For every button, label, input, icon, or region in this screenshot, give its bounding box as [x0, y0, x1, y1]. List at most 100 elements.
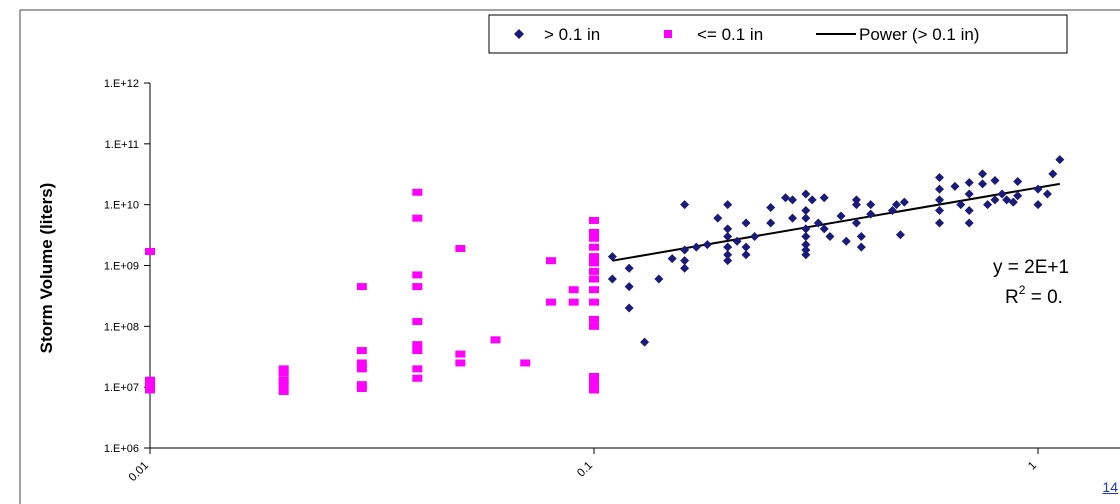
legend: > 0.1 in <= 0.1 in Power (> 0.1 in)	[488, 14, 1068, 54]
r2-suffix: = 0.	[1025, 287, 1063, 308]
data-point-gt-0-1-in	[607, 274, 617, 284]
data-point-gt-0-1-in	[713, 213, 723, 223]
data-point-le-0-1-in	[278, 365, 289, 373]
trendline-layer	[612, 182, 1061, 262]
data-point-gt-0-1-in	[1013, 191, 1023, 201]
y-axis-ticks: 1.E+06 1.E+07 1.E+08 1.E+09 1.E+10 1.E+11 1.E+…	[104, 78, 150, 455]
data-point-gt-0-1-in	[964, 189, 974, 199]
data-point-le-0-1-in	[589, 243, 599, 251]
data-point-gt-0-1-in	[934, 206, 944, 216]
data-point-le-0-1-in	[589, 298, 599, 306]
page-number-link[interactable]: 14	[1102, 479, 1118, 495]
data-point-gt-0-1-in	[856, 231, 866, 241]
trendline-r2: R2 = 0.	[1005, 283, 1063, 308]
data-point-gt-0-1-in	[1033, 200, 1043, 210]
legend-label-power: Power (> 0.1 in)	[859, 25, 979, 44]
data-point-gt-0-1-in	[680, 200, 690, 210]
data-point-gt-0-1-in	[851, 195, 861, 205]
data-point-gt-0-1-in	[723, 242, 733, 252]
data-point-gt-0-1-in	[801, 231, 811, 241]
data-point-gt-0-1-in	[934, 184, 944, 194]
data-point-le-0-1-in	[412, 347, 423, 355]
data-point-gt-0-1-in	[680, 263, 690, 273]
x-tick-label: 0.01	[127, 460, 151, 484]
data-point-gt-0-1-in	[723, 256, 733, 266]
data-point-gt-0-1-in	[866, 200, 876, 210]
data-point-gt-0-1-in	[781, 193, 791, 203]
x-tick-label: 1	[1026, 460, 1039, 473]
data-point-le-0-1-in	[455, 359, 466, 367]
data-point-gt-0-1-in	[807, 195, 817, 205]
data-point-le-0-1-in	[589, 386, 599, 394]
data-point-le-0-1-in	[412, 188, 423, 196]
data-point-gt-0-1-in	[819, 193, 829, 203]
data-point-gt-0-1-in	[624, 282, 634, 292]
y-tick-label: 1.E+08	[104, 321, 139, 333]
legend-label-le: <= 0.1 in	[697, 25, 763, 44]
legend-square-marker	[664, 30, 672, 38]
data-point-gt-0-1-in	[851, 218, 861, 228]
data-point-gt-0-1-in	[851, 200, 861, 210]
data-point-le-0-1-in	[589, 322, 599, 330]
data-point-gt-0-1-in	[819, 224, 829, 234]
data-point-gt-0-1-in	[624, 303, 634, 313]
data-point-gt-0-1-in	[899, 197, 909, 207]
y-tick-label: 1.E+06	[104, 443, 139, 455]
data-point-le-0-1-in	[145, 386, 155, 394]
data-point-gt-0-1-in	[801, 250, 811, 260]
data-point-le-0-1-in	[412, 374, 423, 382]
data-point-gt-0-1-in	[723, 231, 733, 241]
data-point-gt-0-1-in	[702, 240, 712, 250]
data-point-gt-0-1-in	[964, 206, 974, 216]
data-point-gt-0-1-in	[801, 245, 811, 255]
data-point-le-0-1-in	[589, 275, 599, 283]
data-point-le-0-1-in	[145, 376, 155, 384]
data-point-gt-0-1-in	[801, 189, 811, 199]
series-gt-0-1-in	[607, 155, 1065, 347]
data-point-gt-0-1-in	[990, 195, 1000, 205]
data-point-gt-0-1-in	[624, 263, 634, 273]
data-point-gt-0-1-in	[680, 256, 690, 266]
data-point-le-0-1-in	[412, 318, 423, 326]
data-point-le-0-1-in	[545, 257, 556, 265]
data-point-gt-0-1-in	[950, 181, 960, 191]
data-point-le-0-1-in	[356, 347, 367, 355]
data-point-gt-0-1-in	[1042, 189, 1052, 199]
data-point-le-0-1-in	[589, 253, 599, 261]
data-point-le-0-1-in	[589, 234, 599, 242]
data-point-gt-0-1-in	[934, 172, 944, 182]
data-point-gt-0-1-in	[723, 200, 733, 210]
data-point-gt-0-1-in	[990, 175, 1000, 185]
data-point-le-0-1-in	[356, 381, 367, 389]
data-point-gt-0-1-in	[741, 218, 751, 228]
data-point-gt-0-1-in	[866, 209, 876, 219]
data-point-le-0-1-in	[356, 385, 367, 393]
data-point-gt-0-1-in	[978, 169, 988, 179]
data-point-gt-0-1-in	[997, 189, 1007, 199]
data-point-le-0-1-in	[145, 381, 155, 389]
data-point-gt-0-1-in	[887, 206, 897, 216]
data-point-le-0-1-in	[589, 267, 599, 275]
data-point-le-0-1-in	[412, 341, 423, 349]
data-point-le-0-1-in	[589, 286, 599, 294]
data-point-gt-0-1-in	[856, 242, 866, 252]
y-tick-label: 1.E+07	[104, 382, 139, 394]
data-point-gt-0-1-in	[895, 230, 905, 240]
data-point-gt-0-1-in	[741, 250, 751, 260]
data-point-gt-0-1-in	[691, 242, 701, 252]
data-point-gt-0-1-in	[741, 242, 751, 252]
r2-prefix: R	[1005, 287, 1019, 308]
data-point-le-0-1-in	[412, 214, 423, 222]
trendline-equation: y = 2E+1	[993, 257, 1069, 278]
data-point-le-0-1-in	[356, 283, 367, 291]
data-point-gt-0-1-in	[801, 224, 811, 234]
data-point-gt-0-1-in	[1008, 197, 1018, 207]
x-tick-label: 0.1	[575, 460, 595, 480]
data-point-gt-0-1-in	[788, 213, 798, 223]
legend-label-gt: > 0.1 in	[544, 25, 600, 44]
data-point-gt-0-1-in	[766, 218, 776, 228]
data-point-gt-0-1-in	[607, 252, 617, 262]
y-axis-label: Storm Volume (liters)	[37, 183, 56, 354]
data-point-gt-0-1-in	[964, 178, 974, 188]
